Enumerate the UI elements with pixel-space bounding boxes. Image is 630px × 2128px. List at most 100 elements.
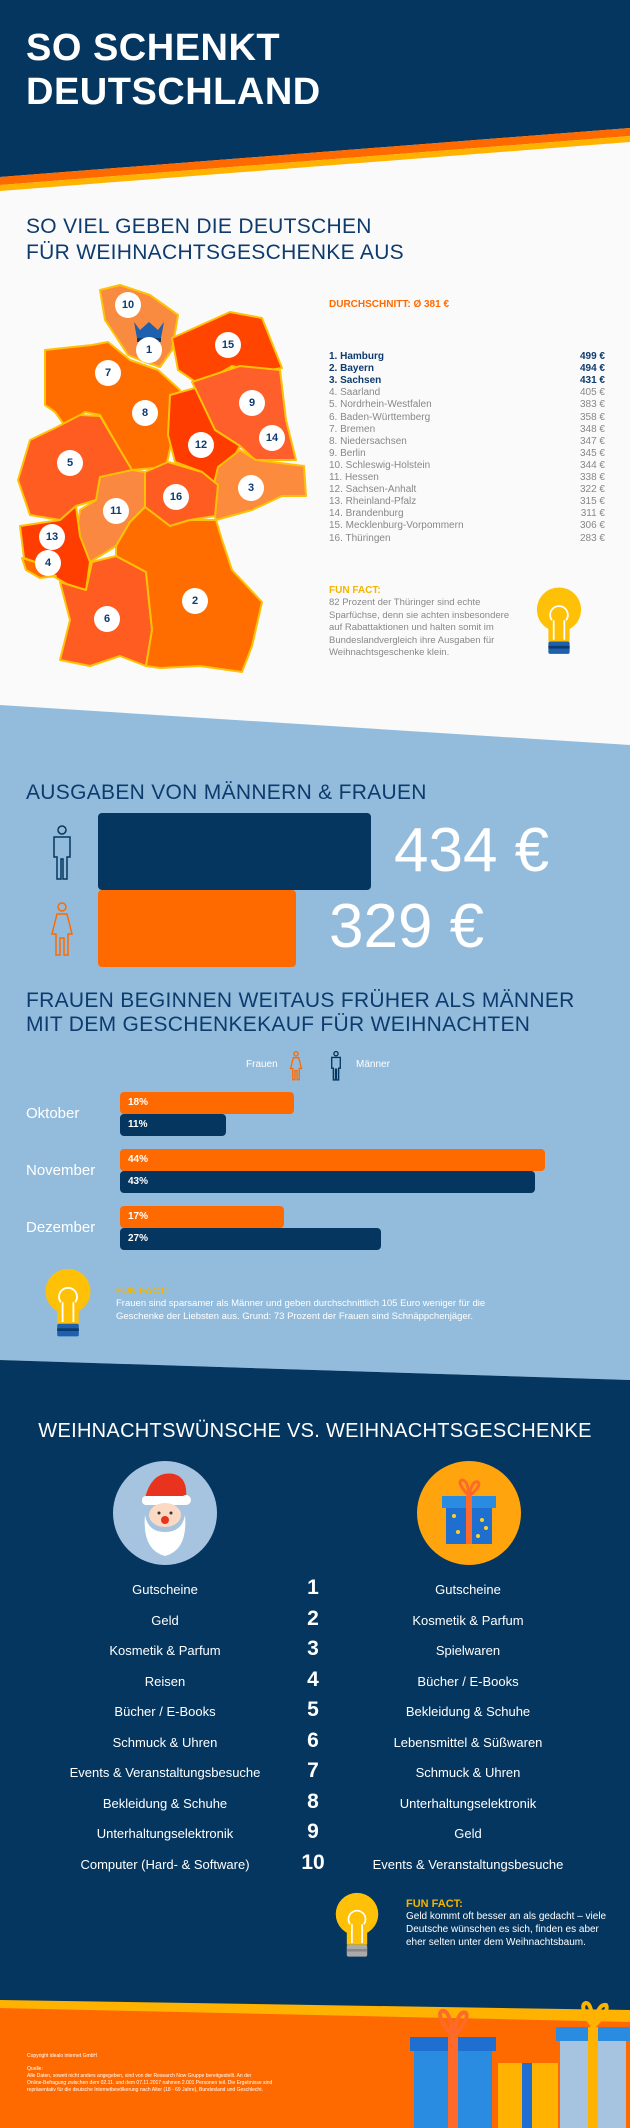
state-name: 11. Hessen: [329, 472, 379, 483]
lightbulb-icon: [45, 1268, 91, 1337]
state-name: 15. Mecklenburg-Vorpommern: [329, 520, 464, 532]
state-name: 5. Nordrhein-Westfalen: [329, 399, 432, 411]
state-name: 12. Sachsen-Anhalt: [329, 484, 417, 496]
state-value: 358 €: [579, 411, 605, 423]
gift-item: Schmuck & Uhren: [415, 1765, 521, 1780]
ranking-row: 9. Berlin 345 €: [329, 448, 605, 460]
gift-item: Events & Veranstaltungsbesuche: [372, 1856, 564, 1872]
map-badge: 1: [136, 337, 162, 363]
wish-item: Gutscheine: [132, 1582, 198, 1597]
state-value: 347 €: [579, 435, 605, 447]
state-value: 499 €: [579, 351, 605, 362]
month-label: November: [26, 1162, 96, 1179]
legend-man-icon: [331, 1051, 341, 1081]
ranking-row: 2. Bayern 494 €: [329, 363, 605, 375]
ranking-row: 13. Rheinland-Pfalz 315 €: [329, 496, 605, 508]
timing-title-line2: MIT DEM GESCHENKEKAUF FÜR WEIHNACHTEN: [26, 1013, 531, 1036]
month-label: Oktober: [26, 1105, 80, 1122]
wish-item: Kosmetik & Parfum: [109, 1643, 221, 1658]
wish-item: Computer (Hard- & Software): [80, 1856, 250, 1872]
rank-number: 5: [307, 1698, 319, 1721]
state-name: 10. Schleswig-Holstein: [329, 459, 431, 471]
ranking-row: 11. Hessen 338 €: [329, 472, 605, 484]
map-badge: 11: [103, 498, 129, 524]
fun-fact-text: Geld kommt oft besser an als gedacht – v…: [406, 1910, 606, 1949]
ranking-row: 16. Thüringen 283 €: [329, 533, 605, 545]
rank-number: 10: [301, 1850, 325, 1874]
gender-spending-title: AUSGABEN VON MÄNNERN & FRAUEN: [26, 781, 427, 804]
ranking-row: 4. Saarland 405 €: [329, 387, 605, 399]
map-badge: 3: [238, 475, 264, 501]
state-name: 1. Hamburg: [329, 351, 385, 362]
wishes-title: WEIHNACHTSWÜNSCHE VS. WEIHNACHTSGESCHENK…: [38, 1420, 592, 1442]
map-badge: 14: [259, 425, 285, 451]
gift-item: Spielwaren: [435, 1643, 501, 1658]
states-title-line2: FÜR WEIHNACHTSGESCHENKE AUS: [26, 241, 404, 264]
state-value: 306 €: [579, 520, 605, 532]
men-bar: 43%: [120, 1171, 535, 1193]
legend-woman-icon: [289, 1051, 303, 1081]
source-label: Quelle:: [27, 2066, 43, 2072]
page-title-line1: SO SCHENKT: [26, 27, 281, 69]
state-name: 7. Bremen: [329, 423, 376, 435]
man-icon: [53, 825, 71, 880]
map-badge: 13: [39, 524, 65, 550]
gift-item: Geld: [454, 1826, 482, 1841]
ranking-row: 1. Hamburg 499 €: [329, 351, 605, 363]
gift-item: Kosmetik & Parfum: [412, 1612, 524, 1628]
men-spending-value: 434 €: [394, 816, 550, 885]
map-badge: 15: [215, 332, 241, 358]
state-name: 6. Baden-Württemberg: [329, 411, 431, 423]
map-badge: 10: [115, 292, 141, 318]
women-bar: 44%: [120, 1149, 545, 1171]
ranking-row: 6. Baden-Württemberg 358 €: [329, 412, 605, 424]
text-line: auf Rabattaktionen und halten somit im: [329, 622, 494, 633]
gift-item: Gutscheine: [435, 1582, 501, 1597]
wish-item: Bücher / E-Books: [114, 1704, 216, 1719]
source-text: Alle Daten, soweit nicht anders angegebe…: [27, 2073, 272, 2094]
ranking-row: 14. Brandenburg 311 €: [329, 508, 605, 520]
ranking-row: 8. Niedersachsen 347 €: [329, 436, 605, 448]
wish-item: Reisen: [144, 1673, 186, 1689]
text-line: eher selten unter dem Weihnachtsbaum.: [406, 1937, 586, 1948]
ranking-row: 3. Sachsen 431 €: [329, 375, 605, 387]
map-badge: 8: [132, 400, 158, 426]
rank-number: 3: [307, 1637, 319, 1660]
germany-map: [17, 284, 307, 673]
gift-item: Bekleidung & Schuhe: [405, 1704, 531, 1719]
state-value: 338 €: [579, 472, 605, 483]
state-name: 4. Saarland: [329, 387, 381, 399]
fun-fact-title: FUN FACT:: [116, 1286, 168, 1297]
gift-item: Bücher / E-Books: [417, 1673, 519, 1689]
state-value: 431 €: [579, 375, 605, 387]
ranking-row: 10. Schleswig-Holstein 344 €: [329, 460, 605, 472]
women-bar: 17%: [120, 1206, 284, 1228]
ranking-row: 12. Sachsen-Anhalt 322 €: [329, 484, 605, 496]
text-line: Sparfüchse, denn sie achten insbesondere: [329, 609, 510, 621]
state-value: 311 €: [580, 508, 605, 520]
wish-item: Unterhaltungselektronik: [96, 1826, 234, 1841]
state-value: 322 €: [579, 484, 605, 496]
rank-number: 7: [307, 1759, 319, 1782]
lightbulb-icon: [536, 587, 582, 654]
ranking-row: 7. Bremen 348 €: [329, 424, 605, 436]
state-value: 383 €: [579, 399, 605, 411]
lightbulb-icon: [335, 1892, 379, 1957]
state-name: 2. Bayern: [329, 363, 375, 375]
rank-number: 9: [307, 1820, 319, 1843]
rank-number: 8: [307, 1789, 319, 1813]
rank-number: 6: [307, 1728, 319, 1752]
text-line: Deutsche wünschen es sich, finden es abe…: [406, 1924, 599, 1935]
state-name: 16. Thüringen: [329, 532, 391, 544]
map-badge: 2: [182, 588, 208, 614]
women-bar: 18%: [120, 1092, 294, 1114]
text-line: Online-Befragung zwischen dem 02.11. und…: [27, 2080, 273, 2086]
state-name: 14. Brandenburg: [329, 508, 404, 520]
timing-title-line1: FRAUEN BEGINNEN WEITAUS FRÜHER ALS MÄNNE…: [26, 989, 575, 1012]
state-value: 494 €: [579, 363, 605, 375]
gift-icon: [417, 1461, 521, 1565]
legend-men: Männer: [356, 1059, 390, 1070]
wish-item: Bekleidung & Schuhe: [102, 1795, 228, 1811]
state-name: 3. Sachsen: [329, 375, 382, 387]
wish-item: Events & Veranstaltungsbesuche: [69, 1765, 261, 1780]
